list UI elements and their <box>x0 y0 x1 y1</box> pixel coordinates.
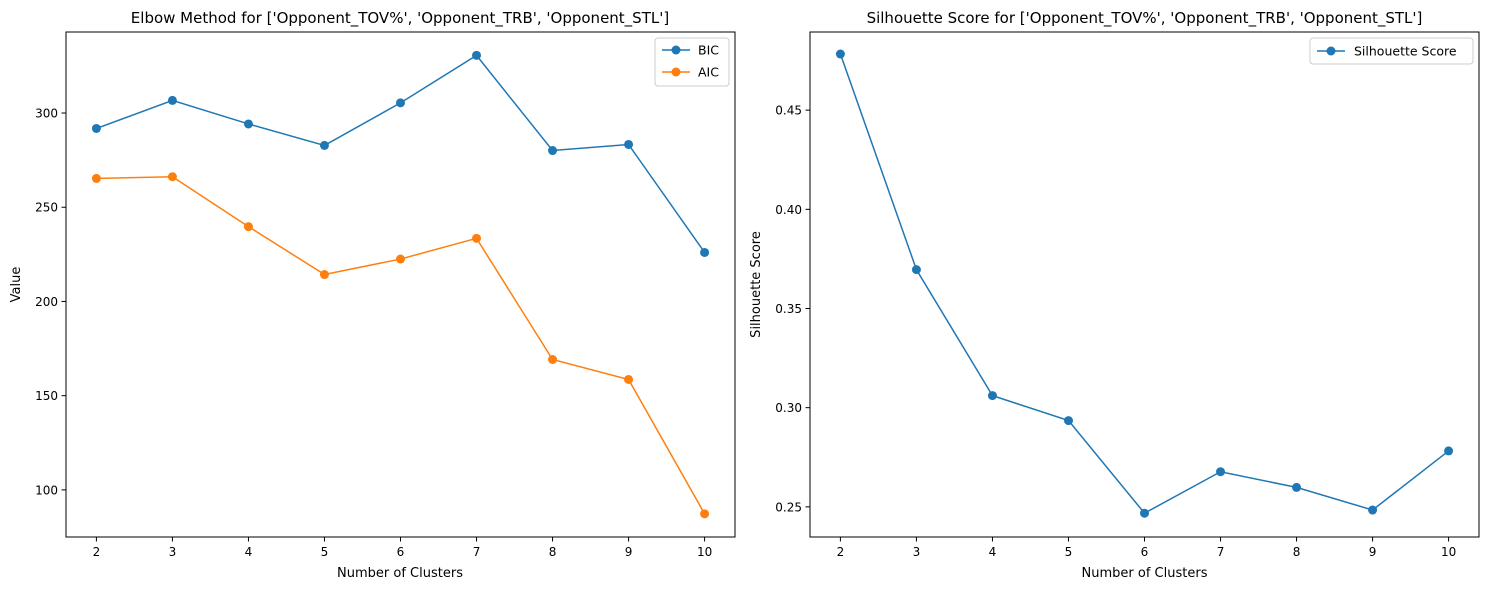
data-point-aic <box>319 270 329 280</box>
data-point-silhouette-score <box>911 265 921 275</box>
plot-marks <box>835 49 1454 518</box>
x-axis-ticks: 2 3 4 5 6 7 8 9 10 <box>837 537 1456 559</box>
data-point-silhouette-score <box>1292 482 1302 492</box>
data-point-silhouette-score <box>987 391 997 401</box>
x-axis-label: Number of Clusters <box>1082 566 1208 581</box>
data-point-bic <box>396 98 405 108</box>
data-point-silhouette-score <box>1216 467 1226 477</box>
plot-frame <box>65 31 736 538</box>
x-tick-label: 3 <box>169 545 177 559</box>
data-point-aic <box>243 222 253 232</box>
legend-label: BIC <box>698 43 719 58</box>
legend-entry-silhouette: Silhouette Score <box>1317 44 1457 59</box>
data-point-bic <box>472 50 482 60</box>
y-tick-label: 0.45 <box>775 104 802 118</box>
x-tick-label: 4 <box>245 545 253 559</box>
data-point-aic <box>624 374 634 384</box>
y-axis-ticks: 100 150 200 250 300 <box>35 107 66 497</box>
data-point-bic <box>548 146 558 156</box>
legend-label: Silhouette Score <box>1354 44 1457 59</box>
data-point-silhouette-score <box>1368 505 1378 515</box>
y-axis-ticks: 0.25 0.30 0.35 0.40 0.45 <box>775 104 810 514</box>
x-tick-label: 7 <box>1217 545 1225 559</box>
x-tick-label: 10 <box>1441 545 1456 559</box>
y-tick-label: 0.40 <box>775 203 802 217</box>
series-line-silhouette-score <box>839 53 1450 515</box>
legend-entry-bic: BIC <box>662 43 719 58</box>
x-tick-label: 6 <box>1141 545 1149 559</box>
y-axis-label: Silhouette Score <box>749 231 764 338</box>
legend: Silhouette Score <box>1309 37 1474 65</box>
y-tick-label: 150 <box>35 389 58 403</box>
plot-frame <box>809 31 1480 538</box>
legend-marker <box>671 45 681 55</box>
data-point-aic <box>396 254 405 264</box>
legend: BIC AIC <box>654 37 730 87</box>
y-tick-label: 200 <box>35 295 58 309</box>
legend-marker <box>671 67 681 77</box>
legend-frame <box>1309 37 1474 65</box>
data-point-silhouette-score <box>835 49 845 59</box>
x-tick-label: 7 <box>473 545 481 559</box>
legend-label: AIC <box>698 65 719 80</box>
chart-title: Elbow Method for ['Opponent_TOV%', 'Oppo… <box>131 9 669 28</box>
x-tick-label: 6 <box>397 545 405 559</box>
data-point-bic <box>167 95 177 105</box>
elbow-chart: Elbow Method for ['Opponent_TOV%', 'Oppo… <box>9 9 736 581</box>
data-point-bic <box>700 247 710 257</box>
x-tick-label: 10 <box>697 545 712 559</box>
legend-marker <box>1326 46 1336 56</box>
x-tick-label: 2 <box>837 545 845 559</box>
data-point-bic <box>91 123 101 133</box>
data-point-aic <box>167 172 177 182</box>
data-point-aic <box>472 233 482 243</box>
y-tick-label: 300 <box>35 107 58 121</box>
series-line-bic <box>96 54 706 253</box>
x-tick-label: 4 <box>989 545 997 559</box>
data-point-aic <box>91 173 101 183</box>
silhouette-chart: Silhouette Score for ['Opponent_TOV%', '… <box>749 9 1480 581</box>
data-point-silhouette-score <box>1444 446 1454 456</box>
chart-title: Silhouette Score for ['Opponent_TOV%', '… <box>867 9 1423 28</box>
x-tick-label: 5 <box>321 545 329 559</box>
y-tick-label: 0.25 <box>775 500 802 514</box>
data-point-silhouette-score <box>1063 416 1073 426</box>
data-point-aic <box>548 354 558 364</box>
data-point-bic <box>243 119 253 129</box>
series-line-aic <box>96 175 706 515</box>
y-axis-label: Value <box>9 267 24 303</box>
x-axis-ticks: 2 3 4 5 6 7 8 9 10 <box>93 537 712 559</box>
x-tick-label: 8 <box>1293 545 1301 559</box>
plot-marks <box>91 50 710 519</box>
legend-entry-aic: AIC <box>662 65 719 80</box>
x-tick-label: 8 <box>549 545 557 559</box>
y-tick-label: 0.35 <box>775 302 802 316</box>
x-axis-label: Number of Clusters <box>337 566 463 581</box>
data-point-silhouette-score <box>1140 508 1149 518</box>
y-tick-label: 100 <box>35 483 58 497</box>
y-tick-label: 250 <box>35 201 58 215</box>
x-tick-label: 3 <box>913 545 921 559</box>
y-tick-label: 0.30 <box>775 401 802 415</box>
data-point-bic <box>624 139 634 149</box>
data-point-aic <box>700 509 710 519</box>
data-point-bic <box>319 140 329 150</box>
x-tick-label: 9 <box>1369 545 1377 559</box>
x-tick-label: 9 <box>625 545 633 559</box>
x-tick-label: 2 <box>93 545 101 559</box>
x-tick-label: 5 <box>1065 545 1073 559</box>
